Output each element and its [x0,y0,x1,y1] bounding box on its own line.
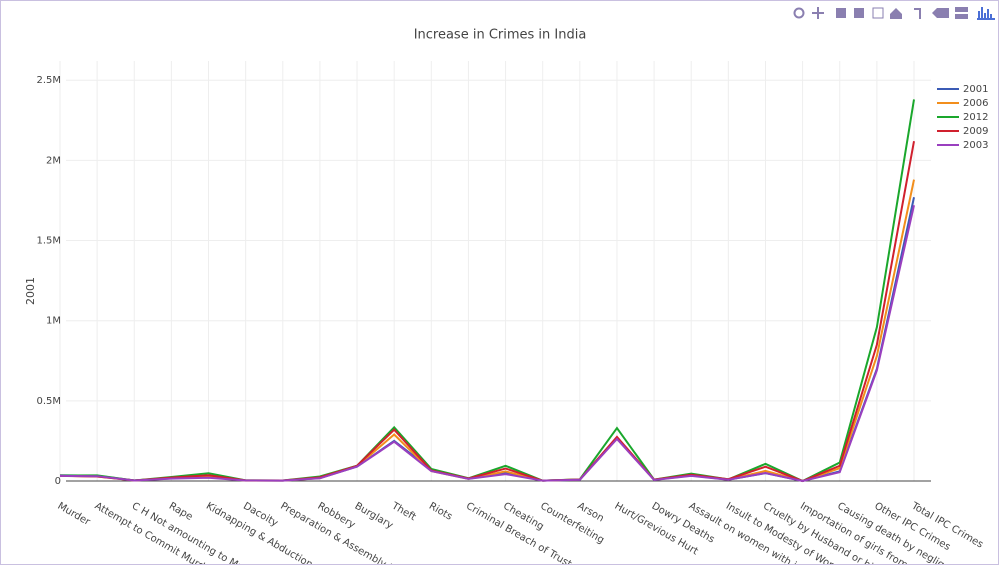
x-tick-label: Attempt to Commit Murder [93,501,216,565]
line-series [59,179,915,483]
plotly-logo[interactable] [977,7,995,20]
y-tick-label: 2.5M [36,75,61,86]
plot-area: 0 0.5M 1M 1.5M 2M 2.5M Murder Attempt to Commit… [36,61,985,565]
x-tick-label: Burglary [353,501,395,532]
zoom-out-icon[interactable] [854,8,864,18]
y-tick-label: 0.5M [36,396,61,407]
line-series [59,197,915,483]
x-tick-label: Riots [427,501,454,523]
hover-closest-icon[interactable] [932,8,949,18]
line-series [59,140,915,483]
line-series [59,99,915,483]
zoom-icon[interactable] [793,7,805,19]
home-icon[interactable] [890,8,902,19]
y-tick-label: 1.5M [36,236,61,247]
spike-icon[interactable] [914,8,921,19]
legend-label: 2003 [963,140,988,151]
hover-compare-icon[interactable] [955,14,968,19]
y-tick-label: 0 [55,476,61,487]
legend-label: 2009 [963,126,988,137]
line-series [59,205,915,483]
pan-icon[interactable] [812,7,824,19]
x-tick-label: Rape [167,501,194,523]
chart-title: Increase in Crimes in India [414,28,587,43]
legend-label: 2006 [963,98,988,109]
x-tick-label: Theft [389,500,418,523]
x-tick-label: Counterfeiting [538,501,606,546]
y-tick-label: 1M [46,316,61,327]
hover-compare-icon[interactable] [955,7,968,12]
x-tick-label: Murder [56,501,93,529]
y-tick-label: 2M [46,155,61,166]
zoom-in-icon[interactable] [836,8,846,18]
autoscale-icon[interactable] [872,7,884,19]
y-axis-title: 2001 [24,277,37,305]
modebar[interactable] [793,7,996,20]
legend-label: 2012 [963,112,988,123]
legend-label: 2001 [963,84,988,95]
